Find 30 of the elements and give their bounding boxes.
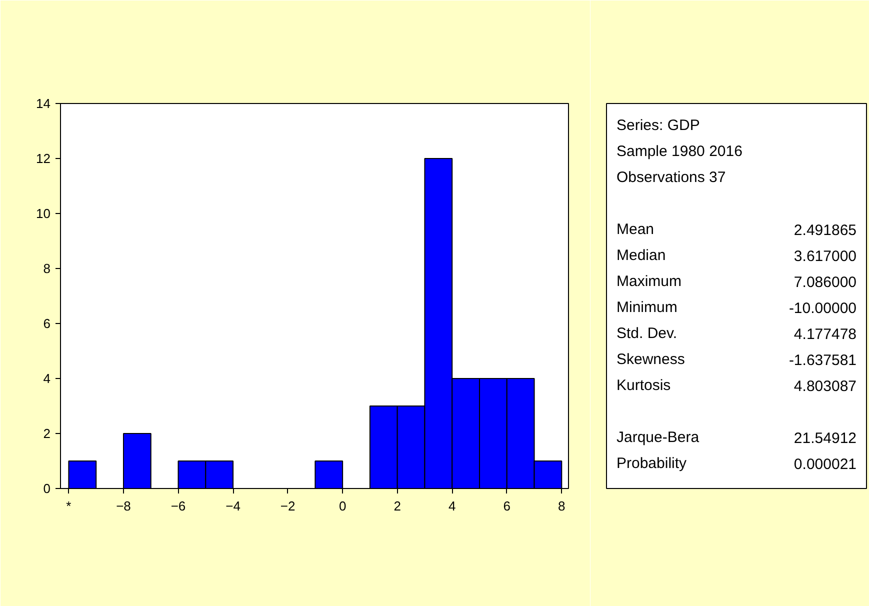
y-tick-label: 8 bbox=[43, 261, 51, 276]
x-tick-label: 8 bbox=[558, 498, 566, 514]
text: Skewness -1.637581 bbox=[616, 351, 857, 369]
y-tick-label: 4 bbox=[43, 371, 51, 386]
text: Jarque-Bera 21.54912 bbox=[616, 429, 857, 447]
y-tick-label: 12 bbox=[36, 151, 51, 166]
text: Probability 0.000021 bbox=[616, 455, 857, 473]
x-tick-label: 2 bbox=[394, 498, 401, 514]
x-tick-label: 4 bbox=[448, 498, 456, 514]
x-tick-label: −4 bbox=[226, 498, 240, 514]
x-tick-label: 0 bbox=[338, 498, 346, 514]
text: Minimum -10.00000 bbox=[616, 299, 857, 317]
x-tick-label: −8 bbox=[116, 498, 131, 514]
text: Kurtosis 4.803087 bbox=[616, 377, 857, 395]
x-tick-label: −2 bbox=[280, 498, 296, 514]
text: Sample 1980 2016 bbox=[616, 143, 742, 160]
text: Mean 2.491865 bbox=[616, 221, 857, 239]
x-tick-label: 6 bbox=[503, 498, 510, 514]
y-tick-label: 0 bbox=[43, 481, 51, 496]
text: Median 3.617000 bbox=[616, 247, 857, 265]
y-tick-label: 10 bbox=[36, 206, 51, 221]
text: Observations 37 bbox=[616, 169, 726, 186]
y-tick-label: 2 bbox=[43, 426, 51, 441]
text: Std. Dev. 4.177478 bbox=[616, 325, 857, 343]
text: Maximum 7.086000 bbox=[616, 273, 857, 291]
x-tick-label: −6 bbox=[170, 498, 186, 514]
x-tick-label: * bbox=[66, 498, 72, 514]
text: Series: GDP bbox=[616, 117, 700, 134]
y-tick-label: 6 bbox=[43, 316, 51, 331]
y-tick-label: 14 bbox=[36, 96, 51, 111]
